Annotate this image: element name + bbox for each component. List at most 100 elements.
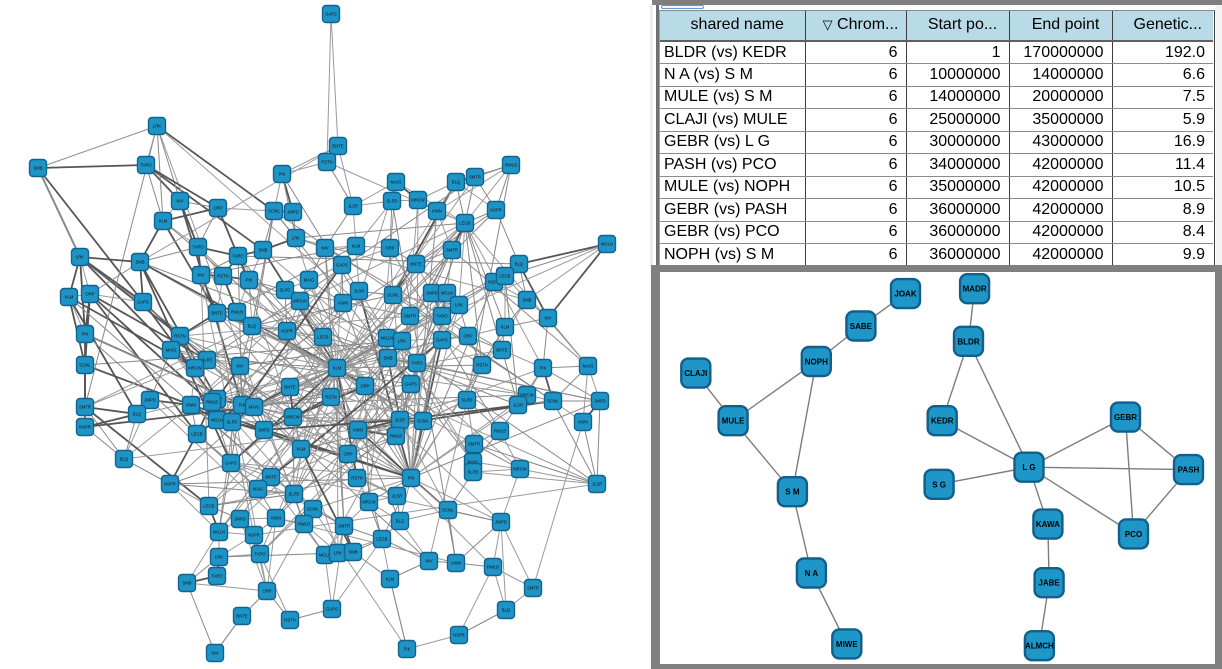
svg-text:PIK: PIK bbox=[279, 172, 286, 177]
svg-text:GAPS: GAPS bbox=[225, 461, 237, 466]
svg-text:SMTR: SMTR bbox=[527, 586, 539, 591]
svg-text:PIK: PIK bbox=[540, 366, 547, 371]
svg-text:KLM: KLM bbox=[501, 325, 510, 330]
svg-text:LRK: LRK bbox=[398, 339, 406, 344]
svg-text:NIV: NIV bbox=[237, 364, 244, 369]
svg-text:SMB: SMB bbox=[182, 581, 191, 586]
svg-text:BLQ: BLQ bbox=[248, 324, 257, 329]
svg-text:JMPD: JMPD bbox=[495, 520, 506, 525]
svg-text:RSTN: RSTN bbox=[284, 618, 295, 623]
svg-text:MRCW: MRCW bbox=[188, 366, 202, 371]
svg-text:ORP: ORP bbox=[262, 589, 271, 594]
svg-text:SLPD: SLPD bbox=[387, 199, 398, 204]
svg-text:GAPS: GAPS bbox=[436, 338, 448, 343]
svg-text:SMB: SMB bbox=[522, 298, 531, 303]
svg-text:PIK: PIK bbox=[408, 476, 415, 481]
svg-text:MADR: MADR bbox=[963, 285, 987, 294]
svg-text:BLQ: BLQ bbox=[133, 412, 142, 417]
svg-text:SMB: SMB bbox=[258, 248, 267, 253]
svg-text:RWLB: RWLB bbox=[487, 565, 499, 570]
svg-text:GAPS: GAPS bbox=[326, 607, 338, 612]
svg-text:MAIG: MAIG bbox=[304, 278, 315, 283]
svg-text:MGLN: MGLN bbox=[601, 242, 613, 247]
svg-text:RSTN: RSTN bbox=[325, 395, 336, 400]
svg-text:RWLB: RWLB bbox=[505, 163, 517, 168]
svg-text:NIV: NIV bbox=[545, 316, 552, 321]
svg-text:LRK: LRK bbox=[455, 303, 463, 308]
svg-text:RWLB: RWLB bbox=[390, 434, 402, 439]
svg-text:SLPD: SLPD bbox=[202, 358, 213, 363]
svg-text:NIV: NIV bbox=[426, 559, 433, 564]
svg-text:KLM: KLM bbox=[333, 366, 342, 371]
svg-text:LEGB: LEGB bbox=[317, 335, 328, 340]
svg-text:BNTE: BNTE bbox=[236, 614, 247, 619]
svg-text:NSPR: NSPR bbox=[164, 482, 176, 487]
svg-text:JLSR: JLSR bbox=[354, 289, 364, 294]
svg-text:LRK: LRK bbox=[153, 124, 161, 129]
svg-text:CLAJI: CLAJI bbox=[684, 369, 707, 378]
svg-text:KWN: KWN bbox=[432, 209, 442, 214]
svg-text:PASH: PASH bbox=[1178, 466, 1200, 475]
svg-text:NSPR: NSPR bbox=[488, 280, 500, 285]
svg-text:SABE: SABE bbox=[850, 322, 873, 331]
svg-text:MGLN: MGLN bbox=[213, 530, 225, 535]
svg-text:JLSR: JLSR bbox=[513, 403, 523, 408]
svg-text:TARO: TARO bbox=[140, 163, 152, 168]
svg-text:KEDR: KEDR bbox=[931, 417, 954, 426]
svg-text:JMPD: JMPD bbox=[144, 398, 155, 403]
svg-text:SCML: SCML bbox=[268, 209, 280, 214]
svg-text:PIK: PIK bbox=[246, 278, 253, 283]
svg-text:GAPS: GAPS bbox=[325, 12, 337, 17]
svg-text:NSPR: NSPR bbox=[79, 425, 91, 430]
svg-text:S G: S G bbox=[932, 480, 946, 489]
svg-text:KWN: KWN bbox=[578, 420, 588, 425]
svg-text:JLSR: JLSR bbox=[348, 204, 358, 209]
svg-text:BLQ: BLQ bbox=[452, 180, 461, 185]
svg-text:NIV: NIV bbox=[177, 199, 184, 204]
svg-text:GAPS: GAPS bbox=[336, 263, 348, 268]
svg-text:SCML: SCML bbox=[442, 508, 454, 513]
svg-text:TARO: TARO bbox=[232, 254, 244, 259]
svg-text:BNTE: BNTE bbox=[284, 385, 295, 390]
svg-text:LRK: LRK bbox=[215, 555, 223, 560]
svg-text:KWN: KWN bbox=[353, 428, 363, 433]
svg-text:SCML: SCML bbox=[79, 363, 91, 368]
svg-text:MGLN: MGLN bbox=[441, 291, 453, 296]
svg-text:KWN: KWN bbox=[186, 403, 196, 408]
svg-text:ORP: ORP bbox=[360, 384, 369, 389]
svg-text:RSTN: RSTN bbox=[174, 334, 185, 339]
svg-text:MRCW: MRCW bbox=[286, 415, 300, 420]
svg-text:RWLB: RWLB bbox=[206, 400, 218, 405]
svg-text:TARO: TARO bbox=[411, 361, 423, 366]
svg-text:MAIG: MAIG bbox=[468, 460, 479, 465]
svg-text:LEGB: LEGB bbox=[499, 274, 510, 279]
svg-text:RSTN: RSTN bbox=[476, 363, 487, 368]
svg-text:MAIG: MAIG bbox=[249, 405, 260, 410]
svg-text:NIV: NIV bbox=[212, 651, 219, 656]
svg-text:KAWA: KAWA bbox=[1036, 520, 1060, 529]
svg-text:BLQ: BLQ bbox=[502, 608, 511, 613]
svg-text:NOPH: NOPH bbox=[805, 358, 828, 367]
svg-text:SMTR: SMTR bbox=[469, 175, 481, 180]
svg-text:TARO: TARO bbox=[192, 245, 204, 250]
svg-text:RSTN: RSTN bbox=[351, 476, 362, 481]
svg-text:ORP: ORP bbox=[213, 206, 222, 211]
svg-text:KLM: KLM bbox=[159, 219, 168, 224]
svg-text:BLQ: BLQ bbox=[120, 457, 129, 462]
svg-text:RWLB: RWLB bbox=[494, 429, 506, 434]
svg-text:LEGB: LEGB bbox=[191, 432, 202, 437]
svg-text:LEGB: LEGB bbox=[459, 221, 470, 226]
svg-text:GEBR: GEBR bbox=[1114, 413, 1137, 422]
svg-text:LEGB: LEGB bbox=[203, 504, 214, 509]
svg-text:MRCW: MRCW bbox=[362, 500, 376, 505]
svg-text:LRK: LRK bbox=[334, 551, 342, 556]
svg-text:ORP: ORP bbox=[385, 246, 394, 251]
svg-text:PCO: PCO bbox=[1125, 530, 1142, 539]
svg-text:MULE: MULE bbox=[722, 417, 745, 426]
svg-text:BNTE: BNTE bbox=[332, 144, 343, 149]
svg-text:NSPR: NSPR bbox=[490, 208, 502, 213]
svg-text:JLSR: JLSR bbox=[392, 494, 402, 499]
svg-text:RSTN: RSTN bbox=[217, 274, 228, 279]
svg-text:L G: L G bbox=[1022, 463, 1035, 472]
svg-text:KWN: KWN bbox=[451, 561, 461, 566]
